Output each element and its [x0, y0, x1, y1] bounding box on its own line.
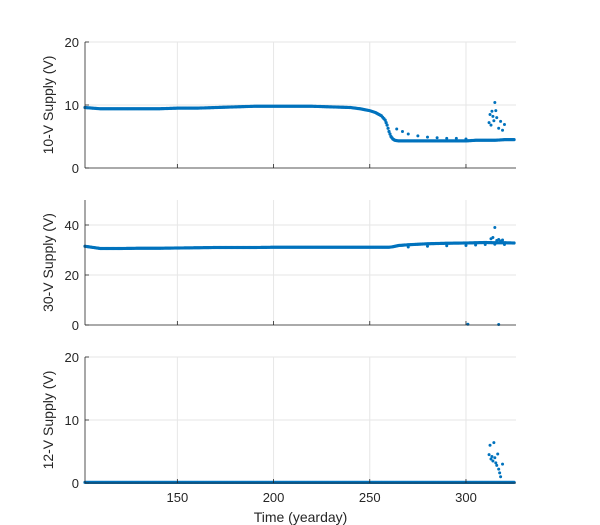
data-point [499, 475, 503, 479]
y-tick-label: 0 [72, 318, 79, 333]
data-point [492, 119, 496, 123]
data-point [493, 456, 497, 460]
y-axis-label: 30-V Supply (V) [40, 213, 56, 312]
y-tick-label: 20 [65, 35, 79, 50]
data-point [489, 123, 493, 127]
data-point [400, 129, 404, 133]
data-point [491, 236, 495, 239]
data-point [502, 123, 506, 127]
data-point [491, 114, 495, 118]
y-tick-label: 10 [65, 413, 79, 428]
y-tick-label: 10 [65, 98, 79, 113]
data-point [388, 132, 392, 136]
x-tick-label: 300 [455, 490, 477, 505]
data-point [406, 132, 410, 136]
data-point [493, 226, 497, 229]
data-point [454, 136, 458, 140]
data-point [493, 242, 497, 246]
data-point [385, 123, 389, 127]
y-axis-label: 10-V Supply (V) [40, 56, 56, 155]
data-point [384, 121, 388, 125]
y-axis-label: 12-V Supply (V) [40, 371, 56, 470]
x-tick-label: 250 [359, 490, 381, 505]
data-point [512, 241, 516, 245]
data-point [474, 243, 478, 247]
data-point [497, 126, 501, 130]
data-point [497, 323, 501, 326]
y-tick-label: 0 [72, 476, 79, 491]
data-point [445, 136, 449, 140]
x-tick-label: 200 [263, 490, 285, 505]
data-point [487, 453, 491, 457]
data-point [496, 452, 500, 456]
data-point [494, 109, 498, 113]
data-point [435, 136, 439, 140]
data-point [487, 121, 491, 125]
data-point [386, 126, 390, 130]
x-axis-label: Time (yearday) [254, 509, 348, 525]
data-point [464, 137, 468, 141]
data-point [493, 100, 497, 104]
data-point [416, 134, 420, 138]
data-point [383, 118, 387, 122]
y-tick-label: 40 [65, 218, 79, 233]
data-point [498, 471, 502, 475]
data-point [490, 109, 494, 113]
data-point [512, 480, 516, 484]
y-tick-label: 20 [65, 350, 79, 365]
data-point [495, 463, 499, 467]
data-point [425, 135, 429, 139]
data-point [492, 441, 496, 445]
data-point [406, 245, 410, 249]
data-point [495, 116, 499, 120]
data-point [491, 459, 495, 463]
data-point [489, 457, 493, 461]
data-point [499, 119, 503, 123]
y-tick-label: 20 [65, 268, 79, 283]
data-point [502, 243, 506, 246]
data-point [501, 128, 505, 132]
data-point [512, 138, 516, 142]
data-point [501, 462, 505, 466]
data-point [501, 238, 505, 242]
data-point [425, 244, 429, 248]
data-point [494, 461, 498, 465]
y-tick-label: 0 [72, 161, 79, 176]
data-point [395, 127, 399, 131]
data-point [464, 244, 468, 247]
data-point [483, 243, 487, 246]
data-point [490, 455, 494, 459]
data-point [488, 443, 492, 447]
data-point [387, 129, 391, 134]
data-point [445, 244, 449, 248]
data-point [488, 112, 492, 116]
x-tick-label: 150 [167, 490, 189, 505]
data-point [497, 467, 501, 471]
